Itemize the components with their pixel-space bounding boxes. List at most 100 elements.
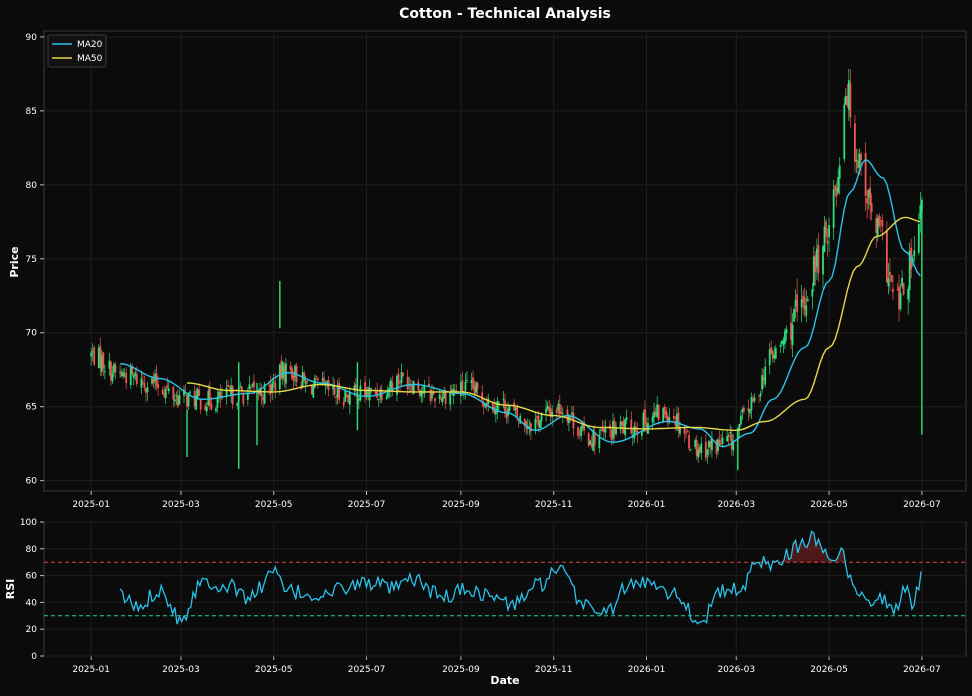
candle-body bbox=[805, 305, 808, 316]
candle-body bbox=[557, 403, 560, 411]
rsi-frame bbox=[43, 521, 967, 657]
candle-body bbox=[666, 416, 669, 424]
candle-body bbox=[753, 397, 756, 402]
candle-body bbox=[208, 388, 211, 406]
candle-body bbox=[516, 406, 519, 418]
candle-body bbox=[876, 218, 879, 237]
candle-body bbox=[796, 294, 799, 313]
candle-body bbox=[438, 394, 441, 399]
candle-body bbox=[368, 387, 371, 401]
candle-body bbox=[186, 394, 188, 407]
candle-body bbox=[358, 399, 360, 401]
candle-body bbox=[205, 406, 208, 412]
candle-body bbox=[246, 392, 249, 400]
price-panel: 2025-01 2025-03 2025-05 2025-07 2025-09 2025-… bbox=[26, 30, 967, 510]
candle-body bbox=[528, 426, 531, 428]
price-tick-label-y: 60 bbox=[26, 477, 38, 487]
candle-body bbox=[645, 422, 648, 431]
rsi-tick-label-y: 40 bbox=[26, 598, 38, 608]
candle-body bbox=[260, 391, 263, 397]
candle-body bbox=[644, 408, 646, 424]
candle-body bbox=[698, 446, 701, 453]
candle-body bbox=[589, 440, 592, 445]
candle-body bbox=[525, 421, 528, 429]
candle-body bbox=[336, 385, 339, 398]
candle-body bbox=[189, 391, 191, 394]
candle-body bbox=[683, 428, 686, 434]
candle-body bbox=[431, 391, 433, 399]
price-tick-label-x: 2026-03 bbox=[717, 500, 755, 510]
candle-body bbox=[434, 398, 436, 402]
candle-body bbox=[785, 328, 788, 334]
candle-body bbox=[896, 288, 899, 290]
candle-body bbox=[155, 373, 158, 387]
rsi-tick-label-x: 2025-03 bbox=[162, 665, 200, 675]
candle-body bbox=[449, 391, 452, 405]
candle-body bbox=[879, 221, 882, 222]
candle-body bbox=[496, 400, 499, 413]
candle-body bbox=[811, 289, 814, 297]
candle-body bbox=[832, 189, 835, 228]
candle-body bbox=[140, 378, 143, 388]
candle-body bbox=[210, 403, 213, 410]
candle-body bbox=[749, 409, 751, 414]
rsi-tick-label-y: 80 bbox=[26, 545, 38, 555]
candle-body bbox=[791, 324, 794, 345]
candle-body bbox=[125, 372, 128, 384]
price-tick-label-x: 2025-01 bbox=[72, 500, 110, 510]
candle-body bbox=[834, 185, 837, 190]
candle-body bbox=[145, 388, 147, 393]
candle-body bbox=[548, 407, 551, 412]
candle-body bbox=[630, 419, 633, 434]
candle-body bbox=[280, 360, 283, 379]
candle-body bbox=[335, 397, 338, 399]
candle-body bbox=[135, 374, 138, 385]
candle-body bbox=[561, 413, 564, 415]
candle-body bbox=[166, 385, 169, 388]
candle-body bbox=[289, 366, 292, 370]
candle-body bbox=[697, 449, 700, 458]
candle-body bbox=[292, 375, 295, 381]
candle-body bbox=[131, 365, 134, 375]
candle-body bbox=[111, 373, 114, 382]
candle-body bbox=[505, 411, 508, 418]
candle-body bbox=[726, 436, 729, 442]
candle-body bbox=[592, 429, 595, 451]
candle-body bbox=[679, 426, 681, 434]
candle-body bbox=[752, 398, 754, 402]
candle-body bbox=[636, 430, 639, 435]
price-tick-label-y: 90 bbox=[26, 33, 38, 43]
candle-body bbox=[102, 352, 105, 369]
candle-body bbox=[782, 339, 785, 345]
candle-body bbox=[558, 404, 561, 415]
ma-line-ma50 bbox=[186, 216, 921, 431]
candle-body bbox=[508, 406, 511, 411]
candle-body bbox=[793, 309, 795, 322]
price-axis-label: Price bbox=[8, 246, 21, 277]
candle-body bbox=[316, 378, 319, 381]
candle-body bbox=[113, 364, 115, 374]
candle-body bbox=[854, 123, 856, 162]
candle-body bbox=[709, 440, 712, 447]
candle-body bbox=[459, 381, 462, 397]
candle-body bbox=[406, 376, 409, 390]
legend-box bbox=[47, 34, 107, 68]
candle-body bbox=[253, 381, 255, 388]
candle-body bbox=[689, 448, 692, 450]
candle-body bbox=[161, 390, 164, 395]
candle-body bbox=[621, 421, 624, 426]
candle-body bbox=[704, 441, 707, 459]
price-tick-label-y: 85 bbox=[26, 107, 37, 117]
candle-body bbox=[271, 383, 274, 393]
candle-body bbox=[598, 434, 601, 449]
candle-body bbox=[134, 372, 137, 376]
candle-body bbox=[742, 408, 745, 412]
candle-body bbox=[802, 295, 805, 303]
price-legend: MA20 MA50 bbox=[47, 34, 107, 68]
candle-body bbox=[806, 298, 809, 302]
candle-body bbox=[828, 225, 830, 238]
candle-body bbox=[173, 399, 176, 402]
candle-body bbox=[771, 351, 774, 359]
candle-body bbox=[251, 383, 254, 387]
candle-body bbox=[555, 409, 558, 414]
